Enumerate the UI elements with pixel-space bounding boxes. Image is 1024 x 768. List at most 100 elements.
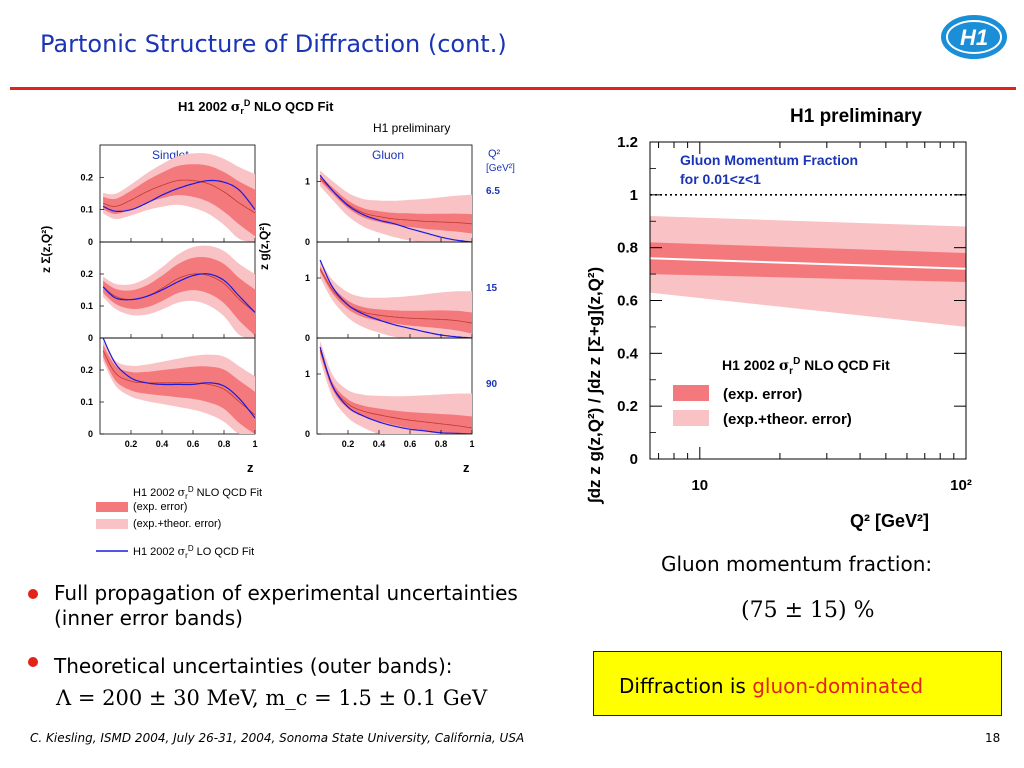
right-title: H1 preliminary	[790, 106, 922, 127]
conclusion-box: Diffraction is gluon-dominated	[593, 651, 1002, 716]
singlet-xtick: 0.6	[187, 439, 200, 449]
gluon-fraction-value: (75 ± 15) %	[741, 598, 874, 623]
bullet-2: Theoretical uncertainties (outer bands):	[54, 654, 453, 679]
right-ylabel: ∫dz z g(z,Q²) / ∫dz z [Σ+g](z,Q²)	[585, 267, 604, 505]
singlet-panel-90: 0.2 0.1 0	[80, 337, 256, 439]
singlet-ytick: 0	[88, 429, 93, 439]
right-ytick: 0.6	[617, 293, 638, 310]
gluon-exp-band-6.5	[320, 175, 472, 234]
gluon-lo-curve-90	[319, 346, 472, 434]
bullet-2-formula-text: Λ = 200 ± 30 MeV, m_c = 1.5 ± 0.1 GeV	[56, 686, 488, 710]
singlet-ytick: 0.2	[80, 269, 93, 279]
singlet-xtick: 0.4	[156, 439, 169, 449]
gluon-xtick: 0.6	[404, 439, 417, 449]
legend-nlo: H1 2002 σrD NLO QCD Fit	[133, 485, 262, 501]
right-ytick: 0.4	[617, 345, 639, 362]
right-xtick-10: 10	[691, 477, 708, 494]
gluon-exp-band-90	[320, 346, 472, 434]
gluon-xtick: 0.8	[435, 439, 448, 449]
right-ytick: 0.8	[617, 240, 638, 257]
title-divider	[10, 87, 1016, 90]
right-xlabel: Q² [GeV²]	[850, 511, 929, 531]
singlet-ytick: 0	[88, 333, 93, 343]
singlet-nlo-curve-90	[102, 350, 255, 416]
gluon-lo-curve-15	[319, 259, 472, 338]
gluon-ylabel: z g(z,Q²)	[257, 223, 271, 270]
singlet-ylabel: z Σ(z,Q²)	[39, 226, 53, 273]
singlet-ytick: 0.2	[80, 365, 93, 375]
gluon-xtick: 1	[469, 439, 474, 449]
bullet-marker-1	[28, 589, 38, 599]
singlet-xtick: 0.8	[218, 439, 231, 449]
slide-title: Partonic Structure of Diffraction (cont.…	[40, 30, 507, 58]
right-ytick: 0	[630, 451, 638, 468]
right-legend-theor: (exp.+theor. error)	[723, 411, 852, 428]
q2-value-6.5: 6.5	[486, 186, 500, 197]
singlet-exp-band-6.5	[103, 164, 255, 237]
gluon-panel-15: 10	[305, 241, 473, 343]
right-ytick: 0.2	[617, 398, 638, 415]
gluon-ytick: 0	[305, 333, 310, 343]
gluon-fraction-value-text: (75 ± 15) %	[741, 598, 875, 623]
gluon-ytick: 1	[305, 273, 310, 283]
right-xtick-100: 10²	[950, 477, 972, 494]
right-figure: H1 preliminary ∫dz z g(z,Q²) / ∫dz z [Σ+…	[585, 106, 972, 531]
gluon-ytick: 1	[305, 369, 310, 379]
singlet-ytick: 0.1	[80, 205, 93, 215]
h1-logo: H1	[941, 15, 1007, 59]
singlet-ytick: 0	[88, 237, 93, 247]
gluon-theor-band-6.5	[320, 170, 472, 242]
gluon-panel-90: 10	[305, 337, 473, 439]
q2-unit: [GeV²]	[486, 163, 515, 174]
bullet-2-line1: Theoretical uncertainties (outer bands):	[54, 654, 453, 678]
left-preliminary: H1 preliminary	[373, 121, 450, 135]
singlet-exp-band-90	[103, 344, 255, 434]
right-central-line	[649, 257, 967, 270]
gluon-nlo-curve-90	[319, 349, 472, 429]
right-ytick: 1.2	[617, 134, 638, 151]
bullet-1-line2: (inner error bands)	[54, 606, 243, 630]
singlet-ytick: 0.2	[80, 172, 93, 182]
right-ytick: 1	[630, 187, 638, 204]
gluon-fraction-annotation-2: for 0.01<z<1	[680, 171, 761, 187]
gluon-title: Gluon	[372, 148, 404, 162]
singlet-lo-curve-15	[102, 273, 255, 313]
singlet-ytick: 0.1	[80, 301, 93, 311]
singlet-ytick: 0.1	[80, 397, 93, 407]
singlet-nlo-curve-6.5	[102, 179, 255, 214]
right-legend-title: H1 2002 σrD NLO QCD Fit	[722, 356, 890, 377]
legend-lo: H1 2002 σrD LO QCD Fit	[133, 544, 254, 560]
gluon-fraction-annotation-1: Gluon Momentum Fraction	[680, 152, 858, 168]
gluon-ytick: 1	[305, 176, 310, 186]
gluon-ytick: 0	[305, 237, 310, 247]
gluon-fraction-label: Gluon momentum fraction:	[661, 552, 933, 576]
conclusion-prefix: Diffraction is	[619, 674, 753, 698]
singlet-xlabel: z	[247, 460, 254, 475]
gluon-xlabel: z	[463, 460, 470, 475]
bullet-2-formula: Λ = 200 ± 30 MeV, m_c = 1.5 ± 0.1 GeV	[56, 686, 487, 710]
footer: C. Kiesling, ISMD 2004, July 26-31, 2004…	[30, 731, 525, 745]
logo-text: H1	[960, 25, 988, 50]
right-exp-band	[650, 242, 966, 283]
gluon-nlo-curve-6.5	[319, 178, 472, 225]
q2-value-90: 90	[486, 379, 498, 390]
legend-exp: (exp. error)	[133, 501, 187, 513]
gluon-xtick: 0.4	[373, 439, 386, 449]
legend-theor-swatch	[96, 519, 128, 529]
legend-exp-swatch	[96, 502, 128, 512]
left-figure-title: H1 2002 σrD NLO QCD Fit	[178, 98, 334, 116]
bullet-1: Full propagation of experimental uncerta…	[54, 581, 518, 631]
legend-theor: (exp.+theor. error)	[133, 518, 221, 530]
left-figure: H1 2002 σrD NLO QCD Fit H1 preliminary S…	[39, 98, 515, 560]
right-legend-exp: (exp. error)	[723, 386, 802, 403]
singlet-lo-curve-90	[102, 338, 255, 419]
bullet-marker-2	[28, 657, 38, 667]
singlet-panel-15: 0.2 0.1 0	[80, 241, 256, 343]
conclusion-highlight: gluon-dominated	[752, 674, 924, 698]
gluon-xtick: 0.2	[342, 439, 355, 449]
gluon-lo-curve-6.5	[319, 174, 472, 242]
bullet-1-line1: Full propagation of experimental uncerta…	[54, 581, 518, 605]
singlet-xtick: 1	[252, 439, 257, 449]
right-legend-theor-swatch	[673, 410, 709, 426]
q2-value-15: 15	[486, 283, 498, 294]
